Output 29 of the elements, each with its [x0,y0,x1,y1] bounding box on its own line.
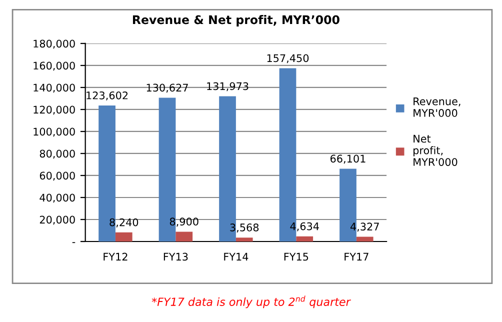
data-label: 130,627 [146,84,188,93]
y-tick-label: 80,000 [40,150,75,159]
x-tick-label: FY13 [164,252,188,261]
data-label: 157,450 [267,54,309,64]
text: *FY17 data is only up to 2$^{nd}$ quarter [152,296,351,308]
y-tick-label: 180,000 [34,40,75,49]
bar [176,232,193,242]
y-tick-label: 100,000 [34,128,75,137]
chart-title: Revenue & Net profit, MYR’000 [132,15,340,26]
x-tick-label: FY14 [224,252,248,261]
data-label: 131,973 [207,82,248,92]
y-tick-label: 120,000 [34,106,75,115]
y-tick-label: 20,000 [40,216,75,225]
bar [296,236,314,242]
bar [236,238,253,242]
data-label: 123,602 [86,91,128,100]
data-label: 66,101 [330,154,366,164]
bar [356,236,374,242]
y-tick-label: - [72,242,76,244]
legend-label: Revenue, MYR'000 [414,98,460,117]
legend-label: Net profit, MYR'000 [414,134,458,166]
y-tick-label: 160,000 [34,62,75,71]
y-tick-label: 60,000 [40,172,75,181]
y-tick-label: 140,000 [34,84,75,93]
y-tick-label: 40,000 [40,194,75,203]
bar [115,232,132,242]
x-tick-label: FY17 [344,252,368,261]
x-tick-label: FY15 [284,252,308,261]
x-tick-label: FY12 [104,252,128,261]
